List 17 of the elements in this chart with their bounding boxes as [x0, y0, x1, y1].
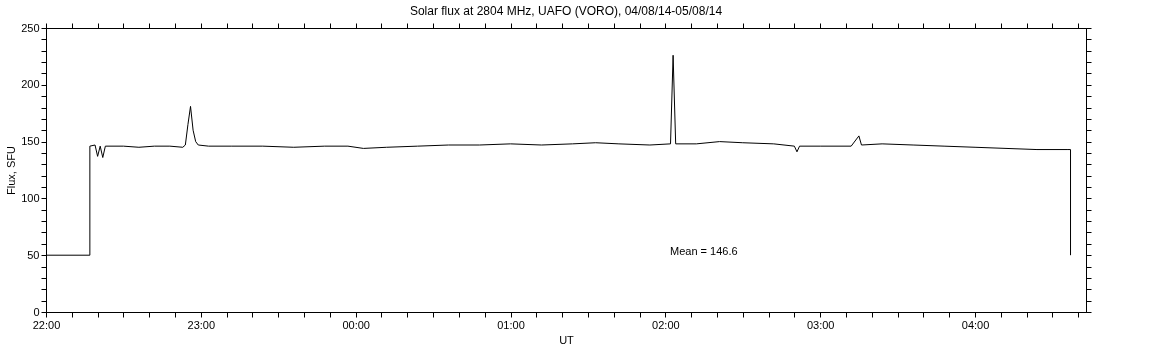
- x-tick-label: 01:00: [497, 318, 525, 331]
- y-tick-label: 50: [27, 248, 40, 261]
- x-tick-label: 22:00: [32, 318, 61, 331]
- y-tick-label: 0: [33, 305, 40, 318]
- annotation: Mean = 146.6: [670, 245, 738, 258]
- y-axis-title: Flux, SFU: [5, 146, 18, 195]
- x-tick-label: 23:00: [187, 318, 216, 331]
- y-tick-label: 100: [21, 191, 40, 204]
- y-tick-label: 250: [21, 21, 40, 34]
- x-tick-label: 00:00: [342, 318, 370, 331]
- x-axis-title: UT: [559, 333, 575, 345]
- x-tick-label: 04:00: [961, 318, 990, 331]
- x-tick-label: 02:00: [652, 318, 680, 331]
- y-tick-label: 200: [21, 78, 40, 91]
- x-tick-label: 03:00: [806, 318, 835, 331]
- chart-title: Solar flux at 2804 MHz, UAFO (VORO), 04/08/14-05/08/14: [409, 4, 723, 18]
- y-tick-label: 150: [21, 135, 40, 148]
